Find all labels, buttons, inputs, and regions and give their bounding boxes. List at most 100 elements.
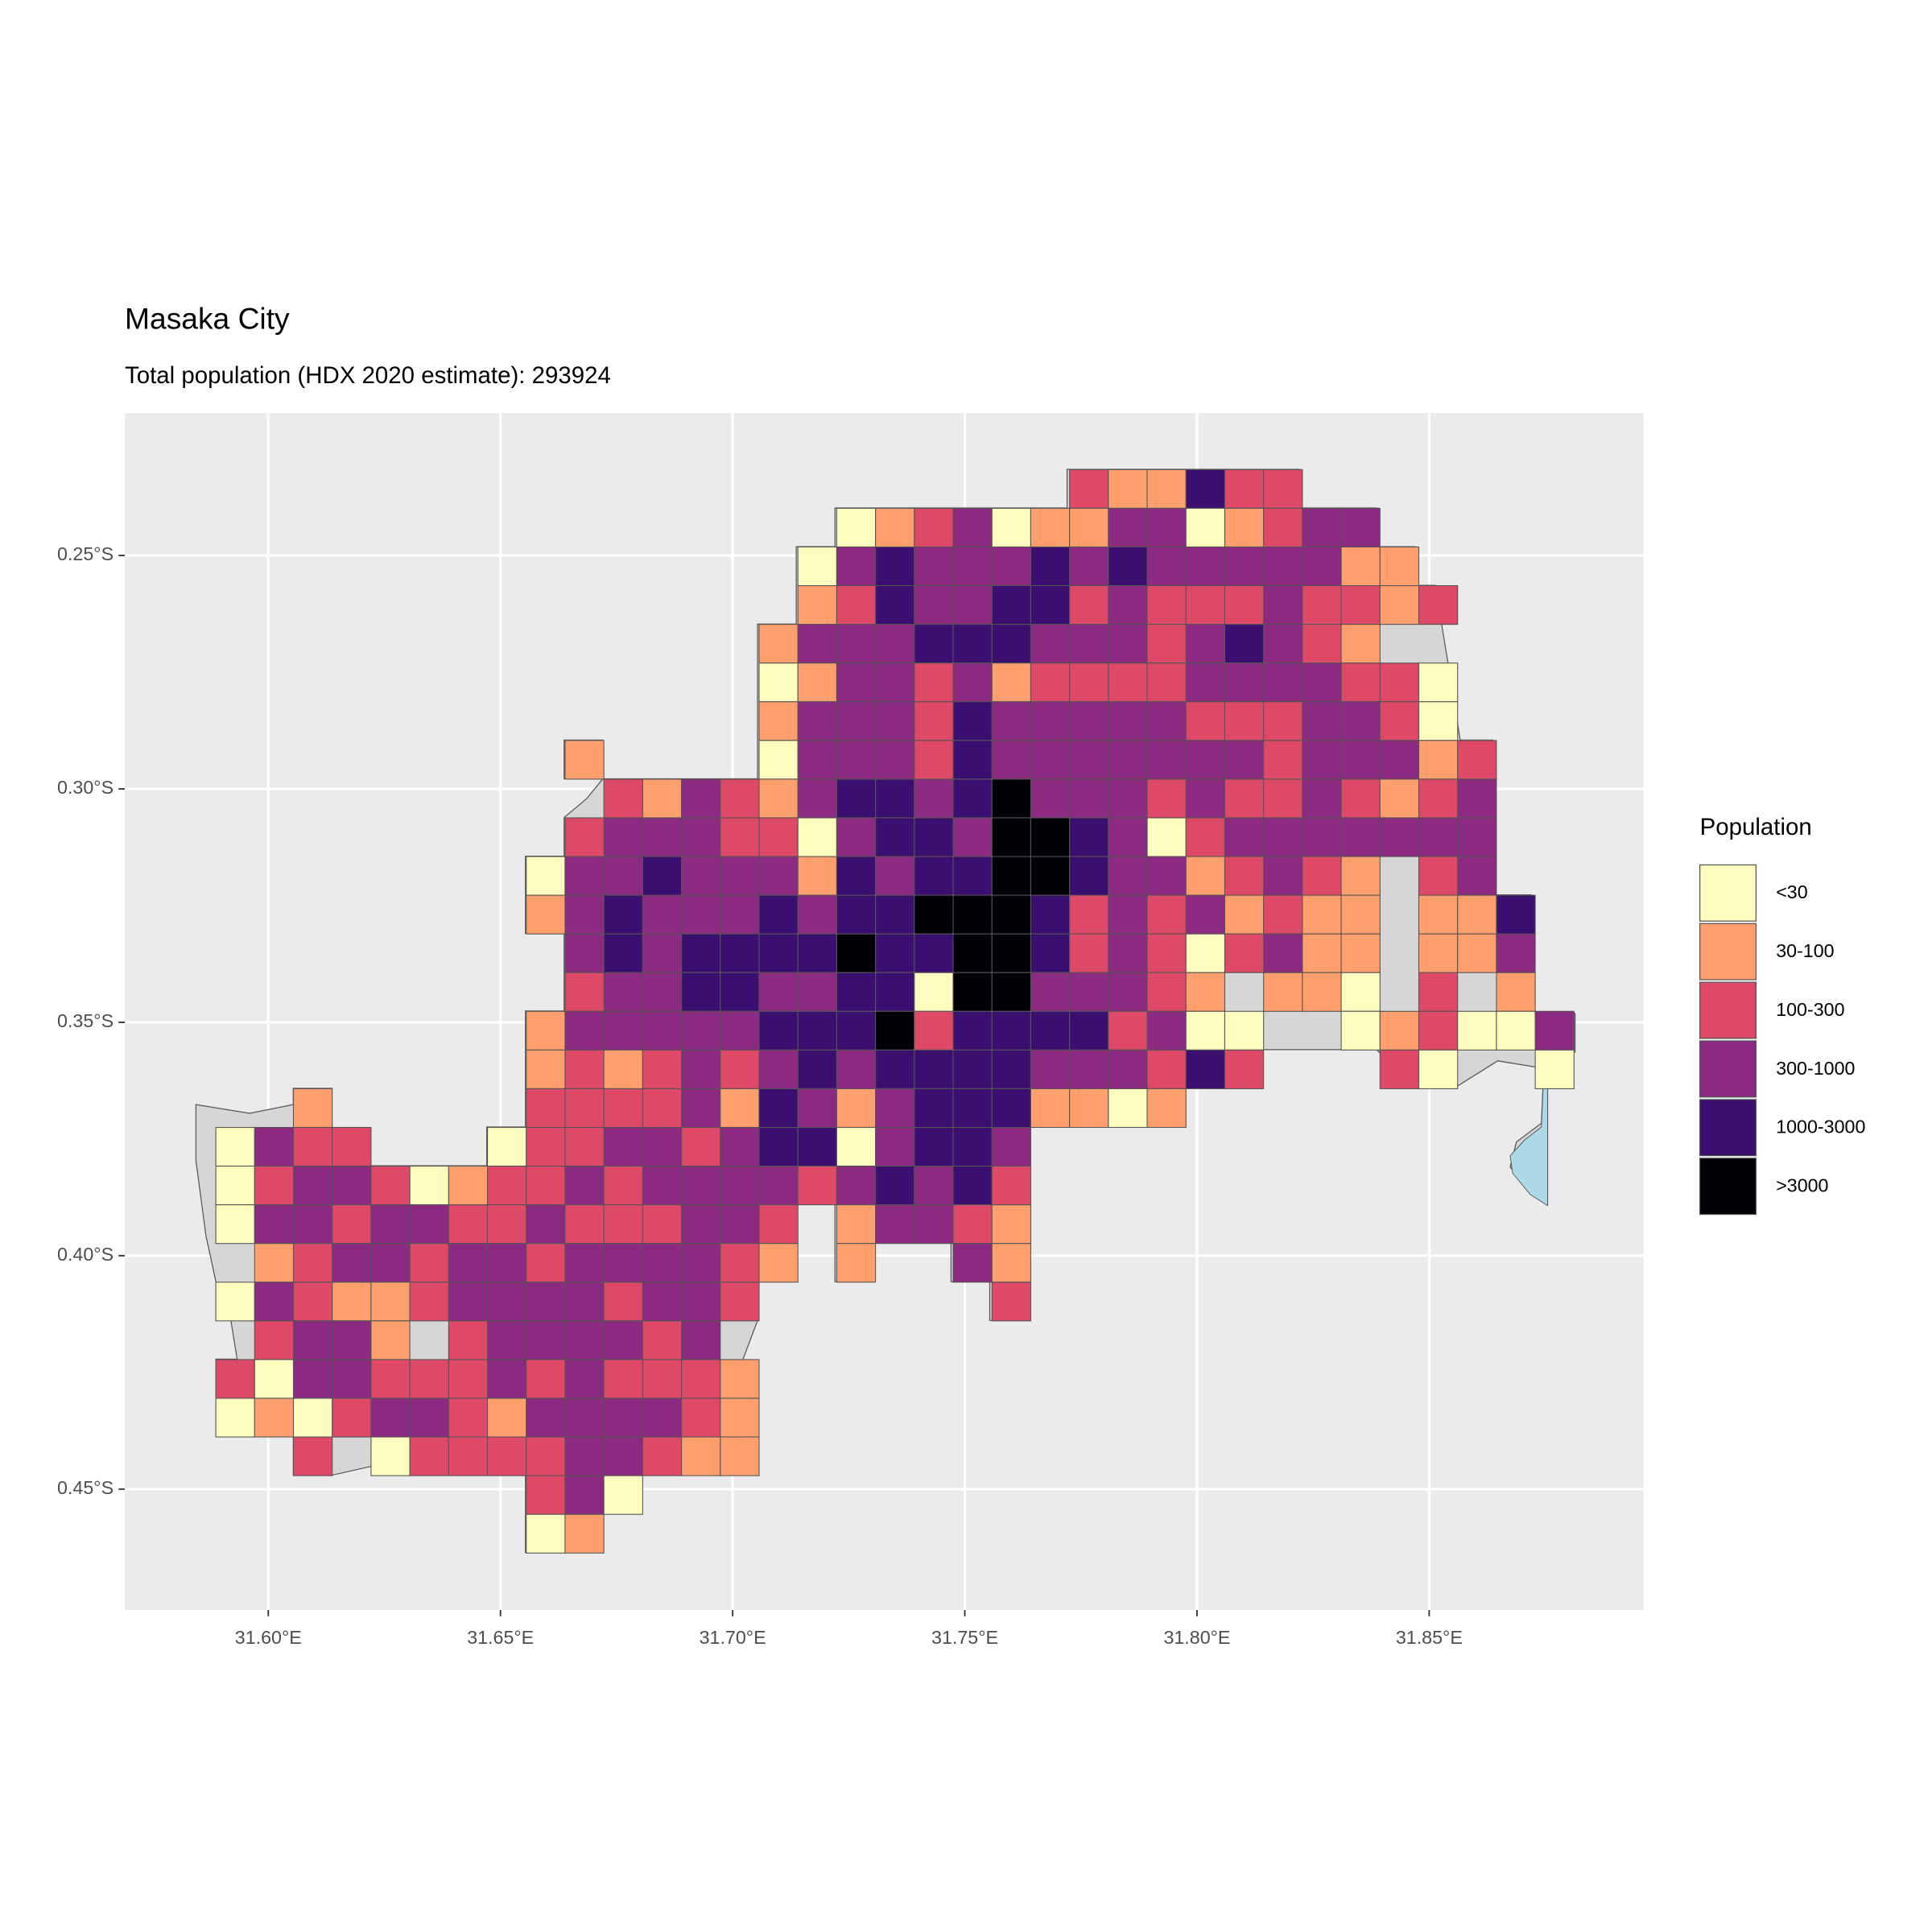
population-cell — [409, 1359, 449, 1399]
population-cell — [797, 663, 837, 703]
population-cell — [642, 1436, 683, 1476]
population-cell — [1418, 856, 1459, 896]
population-cell — [642, 1088, 683, 1129]
population-cell — [681, 1126, 721, 1167]
population-cell — [1030, 701, 1071, 741]
population-cell — [1030, 740, 1071, 780]
population-cell — [914, 701, 954, 741]
population-cell — [1340, 856, 1381, 896]
population-cell — [1030, 1010, 1071, 1051]
population-cell — [914, 933, 954, 973]
population-cell — [1302, 817, 1342, 857]
population-cell — [681, 972, 721, 1012]
population-cell — [1263, 624, 1303, 664]
population-cell — [914, 740, 954, 780]
population-cell — [1146, 1088, 1187, 1129]
population-cell — [875, 894, 915, 935]
population-cell — [875, 507, 915, 548]
population-cell — [1185, 933, 1226, 973]
population-cell — [681, 1088, 721, 1129]
population-cell — [526, 1010, 566, 1051]
y-tick-label: 0.40°S — [57, 1244, 114, 1265]
population-cell — [797, 972, 837, 1012]
x-tick-label: 31.85°E — [1396, 1627, 1463, 1648]
population-cell — [1302, 740, 1342, 780]
population-cell — [797, 894, 837, 935]
population-cell — [370, 1243, 411, 1283]
population-cell — [914, 1049, 954, 1089]
population-cell — [991, 856, 1031, 896]
population-cell — [1146, 778, 1187, 819]
population-cell — [952, 894, 993, 935]
population-cell — [1263, 663, 1303, 703]
population-cell — [448, 1243, 489, 1283]
population-cell — [254, 1320, 295, 1360]
population-cell — [1457, 817, 1497, 857]
population-cell — [836, 778, 877, 819]
population-cell — [1457, 894, 1497, 935]
population-cell — [836, 933, 877, 973]
legend-key — [1699, 864, 1757, 922]
population-cell — [603, 1475, 643, 1515]
population-cell — [797, 1088, 837, 1129]
population-cell — [487, 1126, 527, 1167]
population-cell — [642, 1010, 683, 1051]
population-cell — [720, 1359, 760, 1399]
population-cell — [1379, 1049, 1420, 1089]
population-cell — [1146, 817, 1187, 857]
population-cell — [720, 1243, 760, 1283]
population-cell — [1185, 546, 1226, 587]
population-cell — [875, 624, 915, 664]
population-cell — [1302, 933, 1342, 973]
population-cell — [409, 1397, 449, 1438]
population-cell — [681, 1204, 721, 1245]
population-cell — [448, 1397, 489, 1438]
population-cell — [642, 817, 683, 857]
legend-label: >3000 — [1776, 1175, 1828, 1196]
population-cell — [292, 1320, 333, 1360]
population-cell — [720, 778, 760, 819]
population-cell — [758, 701, 799, 741]
population-cell — [1534, 1010, 1575, 1051]
population-cell — [914, 624, 954, 664]
population-cell — [1224, 1010, 1265, 1051]
population-cell — [836, 701, 877, 741]
population-cell — [720, 1397, 760, 1438]
population-cell — [1146, 894, 1187, 935]
population-cell — [564, 972, 605, 1012]
population-cell — [292, 1397, 333, 1438]
population-cell — [720, 1436, 760, 1476]
population-cell — [332, 1359, 372, 1399]
population-cell — [254, 1243, 295, 1283]
population-cell — [991, 1049, 1031, 1089]
population-cell — [1185, 740, 1226, 780]
population-cell — [797, 1166, 837, 1206]
population-cell — [292, 1243, 333, 1283]
population-cell — [409, 1204, 449, 1245]
population-cell — [1030, 546, 1071, 587]
population-cell — [1185, 817, 1226, 857]
x-tick-label: 31.65°E — [467, 1627, 534, 1648]
population-cell — [642, 894, 683, 935]
population-cell — [603, 933, 643, 973]
population-cell — [797, 933, 837, 973]
population-cell — [914, 1010, 954, 1051]
population-cell — [564, 1243, 605, 1283]
population-cell — [603, 856, 643, 896]
population-cell — [564, 1126, 605, 1167]
population-cell — [1108, 1088, 1148, 1129]
population-cell — [1340, 1010, 1381, 1051]
population-cell — [1302, 972, 1342, 1012]
legend: <30 30-100 100-300 300-1000 1000-3000 >3000 — [1699, 864, 1865, 1216]
population-cell — [797, 585, 837, 625]
population-cell — [564, 856, 605, 896]
x-tick-label: 31.75°E — [931, 1627, 998, 1648]
population-cell — [1030, 778, 1071, 819]
population-cell — [1146, 469, 1187, 509]
population-cell — [1263, 507, 1303, 548]
population-cell — [526, 1243, 566, 1283]
population-cell — [1224, 933, 1265, 973]
population-cell — [1108, 624, 1148, 664]
legend-key — [1699, 1158, 1757, 1216]
population-cell — [487, 1359, 527, 1399]
